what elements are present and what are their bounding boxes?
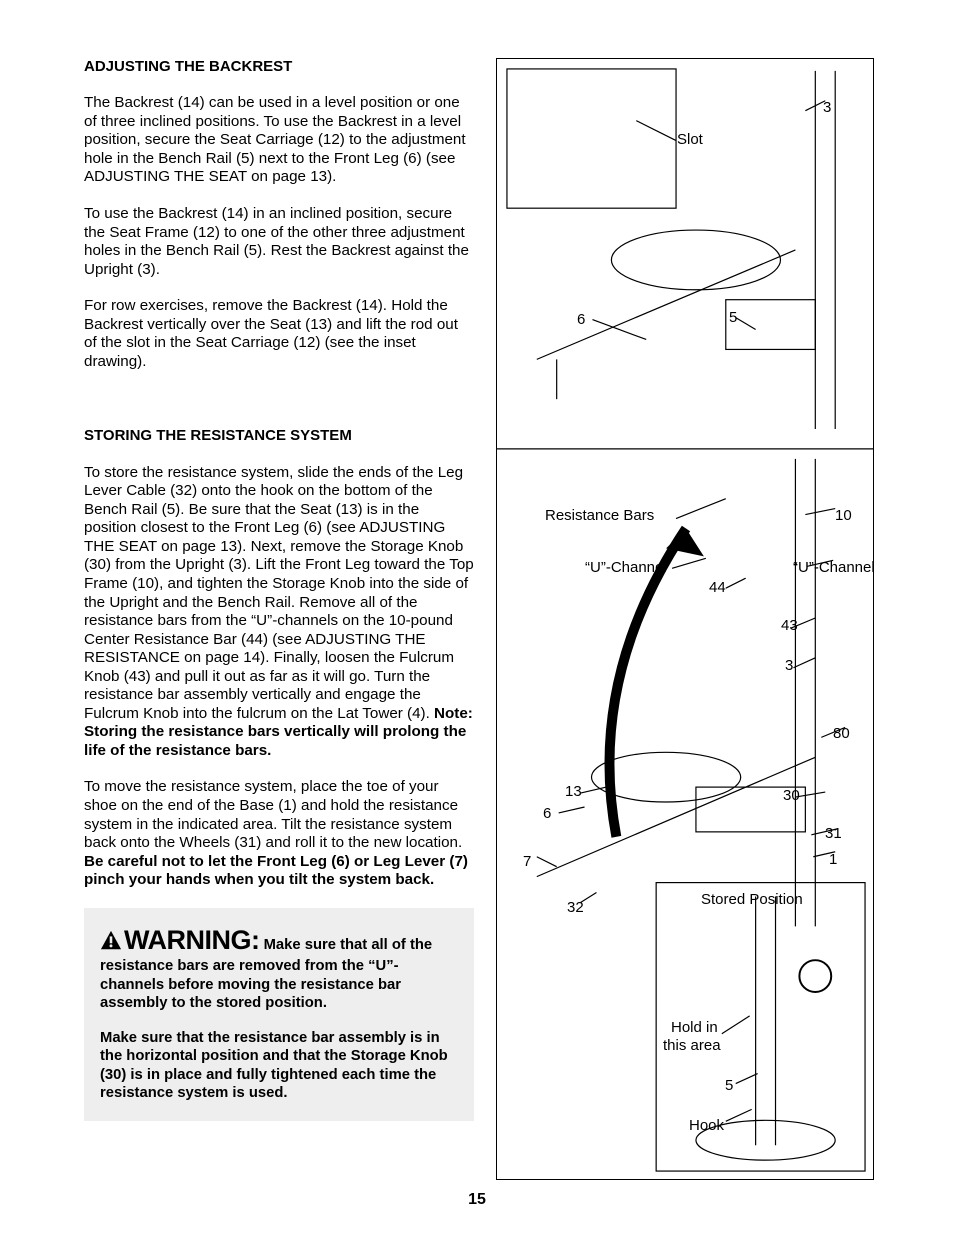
callout-6-mid: 6 [543, 805, 551, 822]
warning-box: WARNING: Make sure that all of the resis… [84, 908, 474, 1121]
callout-1: 1 [829, 851, 837, 868]
label-u-channel-left: “U”-Channel [585, 559, 667, 576]
para-2: To use the Backrest (14) in an inclined … [84, 205, 474, 279]
diagram-svg [497, 59, 873, 1179]
callout-7: 7 [523, 853, 531, 870]
page-number: 15 [0, 1191, 954, 1209]
warning-para-1: WARNING: Make sure that all of the resis… [100, 924, 458, 1013]
left-text-column: ADJUSTING THE BACKREST The Backrest (14)… [84, 58, 474, 1178]
para-1: The Backrest (14) can be used in a level… [84, 94, 474, 187]
warning-triangle-icon [100, 930, 122, 950]
para-3: For row exercises, remove the Backrest (… [84, 297, 474, 371]
callout-13: 13 [565, 783, 582, 800]
heading-adjusting-backrest: ADJUSTING THE BACKREST [84, 58, 474, 76]
para-4: To store the resistance system, slide th… [84, 464, 474, 761]
callout-10: 10 [835, 507, 852, 524]
label-stored-position: Stored Position [701, 891, 803, 908]
callout-3-top: 3 [823, 99, 831, 116]
callout-30: 30 [783, 787, 800, 804]
callout-5-stored: 5 [725, 1077, 733, 1094]
label-hook: Hook [689, 1117, 724, 1134]
label-this-area: this area [663, 1037, 721, 1054]
warning-para-2: Make sure that the resistance bar assemb… [100, 1029, 458, 1103]
callout-6-top: 6 [577, 311, 585, 328]
warning-title: WARNING: [124, 925, 259, 955]
label-u-channel-right: “U”-Channel [793, 559, 875, 576]
label-hold-in: Hold in [671, 1019, 718, 1036]
figure-column: Slot 3 6 5 Resistance Bars 10 “U”-Channe… [496, 58, 870, 1178]
figure-box: Slot 3 6 5 Resistance Bars 10 “U”-Channe… [496, 58, 874, 1180]
heading-storing-resistance: STORING THE RESISTANCE SYSTEM [84, 427, 474, 445]
callout-32: 32 [567, 899, 584, 916]
callout-5-top: 5 [729, 309, 737, 326]
label-slot: Slot [677, 131, 703, 148]
callout-31: 31 [825, 825, 842, 842]
two-column-layout: ADJUSTING THE BACKREST The Backrest (14)… [84, 58, 870, 1178]
label-resistance-bars: Resistance Bars [545, 507, 654, 524]
para-5: To move the resistance system, place the… [84, 778, 474, 889]
callout-44: 44 [709, 579, 726, 596]
callout-3-mid: 3 [785, 657, 793, 674]
callout-43: 43 [781, 617, 798, 634]
callout-80: 80 [833, 725, 850, 742]
